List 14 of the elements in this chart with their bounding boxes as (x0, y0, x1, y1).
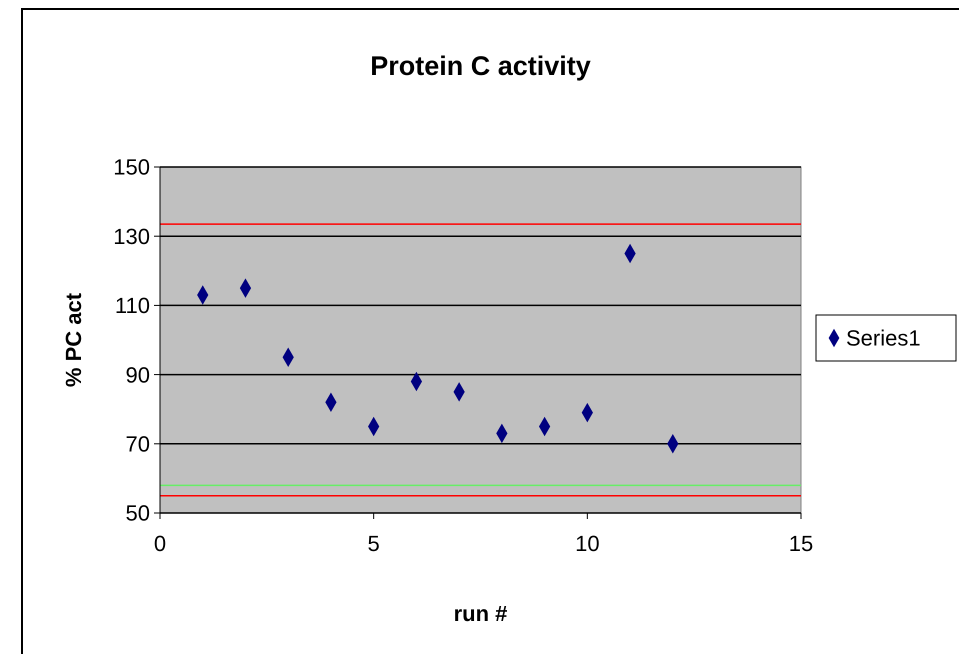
x-tick-label: 0 (154, 531, 166, 556)
legend-label: Series1 (846, 326, 921, 351)
y-tick-label: 150 (113, 154, 150, 180)
chart-title: Protein C activity (370, 51, 591, 81)
y-tick-label: 110 (114, 293, 150, 318)
y-tick-label: 70 (126, 432, 150, 456)
y-tick-label: 50 (126, 500, 150, 526)
y-tick-label: 90 (126, 362, 150, 388)
x-tick-label: 5 (368, 531, 380, 556)
x-tick-label: 15 (788, 531, 814, 556)
y-tick-label: 130 (113, 224, 150, 249)
x-tick-label: 10 (575, 531, 600, 556)
x-axis-title: run # (454, 601, 508, 626)
y-axis-title: % PC act (61, 292, 86, 388)
